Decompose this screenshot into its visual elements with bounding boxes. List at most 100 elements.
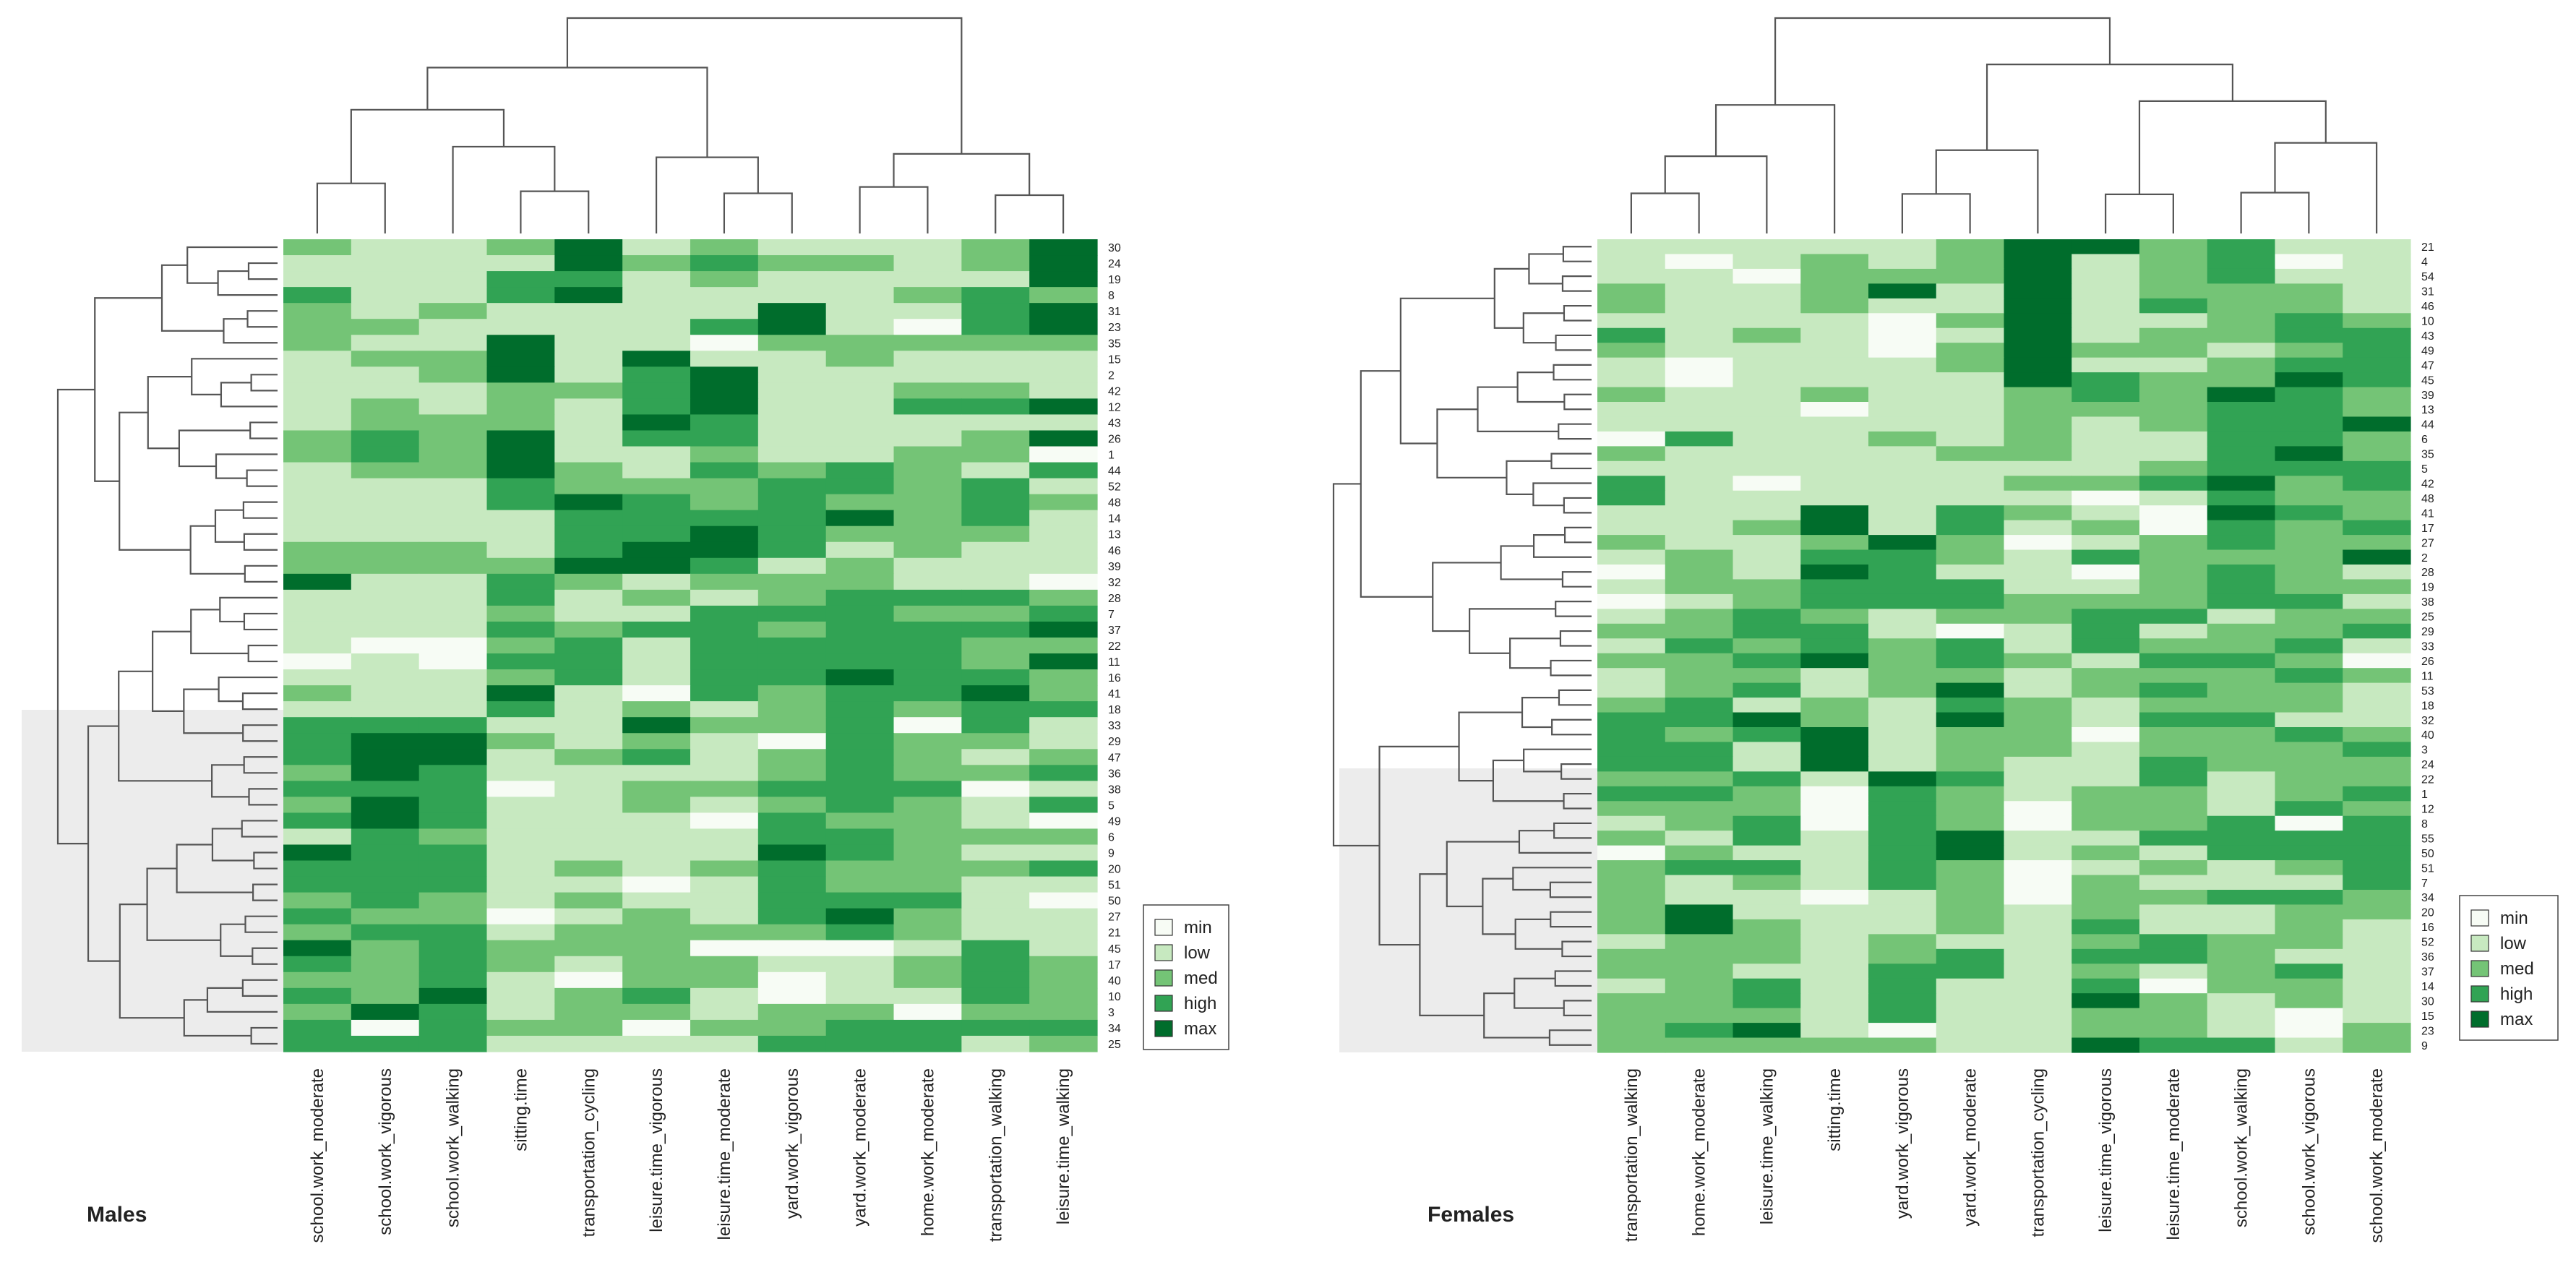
heatmap-cell	[622, 908, 691, 925]
heatmap-cell	[1597, 446, 1666, 462]
row-label: 23	[2421, 1025, 2434, 1037]
heatmap-cell	[554, 366, 623, 383]
heatmap-cell	[2071, 520, 2140, 536]
heatmap-cell	[1733, 742, 1801, 758]
row-label: 38	[2421, 596, 2434, 609]
heatmap-cell	[757, 669, 827, 686]
heatmap-cell	[554, 908, 623, 925]
heatmap-cell	[418, 351, 488, 367]
heatmap-cell	[1597, 801, 1666, 817]
heatmap-cell	[418, 1035, 488, 1052]
heatmap-cell	[825, 255, 895, 272]
heatmap-cell	[554, 892, 623, 909]
heatmap-cell	[1597, 742, 1666, 758]
heatmap-cell	[1868, 1008, 1937, 1024]
heatmap-cell	[2343, 993, 2411, 1009]
heatmap-cell	[1800, 283, 1869, 299]
heatmap-cell	[1597, 964, 1666, 979]
heatmap-cell	[486, 797, 555, 814]
heatmap-cell	[1936, 845, 2005, 861]
row-dendrogram-branch	[191, 358, 278, 395]
heatmap-cell	[1597, 948, 1666, 964]
heatmap-cell	[2139, 357, 2208, 373]
heatmap-cell	[622, 637, 691, 654]
heatmap-cell	[486, 971, 555, 989]
heatmap-cell	[690, 876, 759, 893]
heatmap-cell	[1029, 414, 1098, 432]
heatmap-cell	[622, 494, 691, 511]
heatmap-cell	[554, 430, 623, 447]
heatmap-cell	[825, 844, 895, 862]
heatmap-cell	[2139, 771, 2208, 787]
heatmap-cell	[1800, 698, 1869, 713]
heatmap-cell	[351, 892, 420, 909]
row-dendrogram-branch	[250, 374, 278, 392]
heatmap-cell	[825, 987, 895, 1005]
heatmap-cell	[418, 398, 488, 416]
heatmap-cell	[418, 812, 488, 830]
heatmap-cell	[486, 382, 555, 399]
heatmap-cell	[825, 510, 895, 527]
heatmap-cell	[1665, 919, 1734, 935]
row-dendrogram-branch	[211, 764, 249, 798]
heatmap-cell	[1733, 801, 1801, 817]
heatmap-cell	[2004, 416, 2072, 432]
heatmap-cell	[1597, 875, 1666, 891]
heatmap-cell	[486, 271, 555, 288]
heatmap-cell	[418, 382, 488, 399]
heatmap-cell	[2139, 978, 2208, 994]
heatmap-cell	[2139, 742, 2208, 758]
row-dendrogram-branch	[119, 904, 184, 1019]
heatmap-cell	[1800, 565, 1869, 580]
heatmap-cell	[1800, 801, 1869, 817]
heatmap-cell	[1868, 1037, 1937, 1053]
row-label: 23	[1108, 322, 1121, 334]
heatmap-cell	[1029, 239, 1098, 256]
heatmap-cell	[893, 733, 962, 750]
heatmap-cell	[2343, 890, 2411, 906]
heatmap-cell	[1029, 382, 1098, 399]
heatmap-cell	[757, 462, 827, 479]
heatmap-cell	[486, 605, 555, 622]
heatmap-cell	[1800, 919, 1869, 935]
heatmap-cell	[622, 971, 691, 989]
heatmap-cell	[690, 239, 759, 256]
row-label: 3	[2421, 745, 2428, 757]
row-dendrogram-branch	[1493, 267, 1529, 329]
heatmap-cell	[1029, 462, 1098, 479]
heatmap-cell	[893, 812, 962, 830]
heatmap-cell	[418, 255, 488, 272]
heatmap-cell	[486, 669, 555, 686]
heatmap-cell	[1597, 268, 1666, 284]
heatmap-cell	[2071, 904, 2140, 920]
heatmap-cell	[2207, 771, 2276, 787]
heatmap-cell	[757, 446, 827, 463]
heatmap-cell	[1597, 638, 1666, 654]
heatmap-cell	[1800, 402, 1869, 418]
heatmap-cell	[351, 446, 420, 463]
column-label: leisure.time_vigorous	[647, 1068, 666, 1232]
heatmap-cell	[2004, 815, 2072, 831]
heatmap-cell	[2004, 446, 2072, 462]
heatmap-cell	[1665, 327, 1734, 343]
heatmap-cell	[351, 541, 420, 559]
heatmap-cell	[2004, 756, 2072, 772]
heatmap-cell	[1029, 987, 1098, 1005]
column-label: transportation_cycling	[579, 1068, 598, 1237]
heatmap-cell	[1800, 771, 1869, 787]
row-dendrogram-branch	[1523, 748, 1592, 773]
heatmap-cell	[1733, 609, 1801, 625]
heatmap-cell	[283, 573, 352, 591]
heatmap-cell	[554, 621, 623, 638]
column-dendrogram-branch	[655, 156, 759, 233]
heatmap-cell	[1936, 460, 2005, 476]
heatmap-cell	[351, 605, 420, 622]
heatmap-cell	[1665, 801, 1734, 817]
heatmap-cell	[2275, 505, 2343, 521]
heatmap-cell	[1733, 446, 1801, 462]
heatmap-cell	[486, 733, 555, 750]
heatmap-cell	[554, 653, 623, 670]
row-label: 40	[1108, 975, 1121, 987]
heatmap-cell	[1800, 860, 1869, 876]
